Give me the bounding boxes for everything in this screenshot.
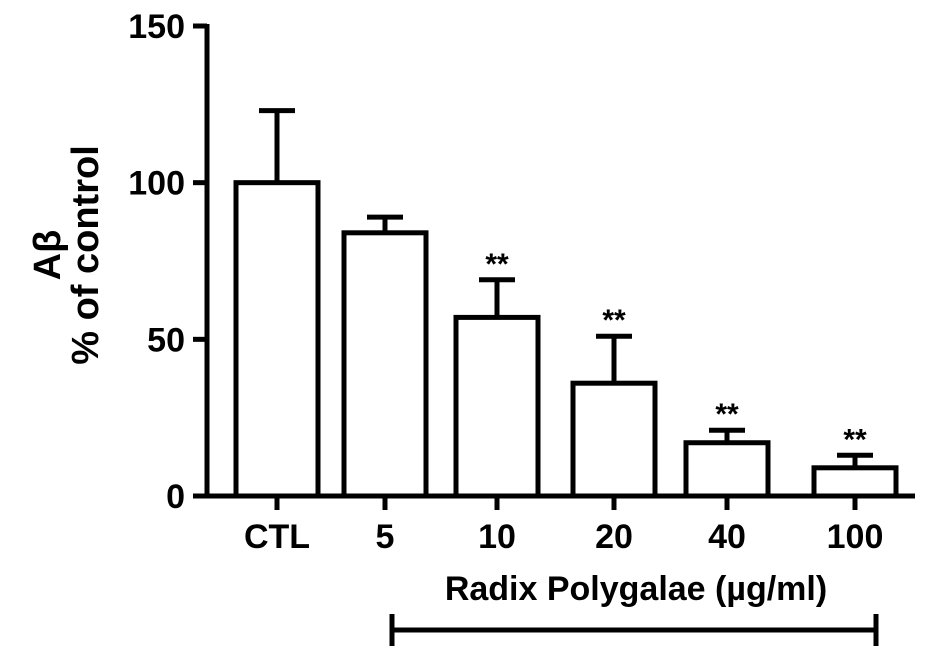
x-tick-label: CTL bbox=[244, 518, 310, 556]
y-tick-label: 100 bbox=[128, 165, 185, 203]
y-tick-label: 150 bbox=[128, 8, 185, 46]
x-axis-title: Radix Polygalae (µg/ml) bbox=[445, 570, 827, 608]
significance-markers: ** ** ** ** bbox=[485, 248, 867, 456]
bar-5 bbox=[341, 230, 429, 499]
y-tick-label: 50 bbox=[147, 321, 185, 359]
y-axis-title-line2: % of control bbox=[65, 145, 107, 365]
bar-CTL bbox=[233, 180, 321, 499]
bar-10 bbox=[453, 314, 541, 499]
bar-40 bbox=[683, 440, 771, 499]
x-tick-label: 20 bbox=[595, 518, 633, 556]
bar-20 bbox=[570, 380, 658, 499]
x-tick-labels: CTL 5 10 20 40 100 bbox=[244, 518, 883, 556]
significance-marker: ** bbox=[485, 248, 509, 281]
treatment-range-bracket bbox=[389, 614, 879, 646]
x-tick-label: 5 bbox=[376, 518, 395, 556]
y-tick-label: 0 bbox=[166, 478, 185, 516]
significance-marker: ** bbox=[715, 398, 739, 431]
bars bbox=[233, 180, 899, 499]
x-tick-label: 40 bbox=[708, 518, 746, 556]
significance-marker: ** bbox=[602, 304, 626, 337]
y-axis-title-line1: Aβ bbox=[27, 230, 69, 281]
bar-100 bbox=[811, 465, 899, 499]
error-bars bbox=[259, 108, 873, 468]
y-axis: 0 50 100 150 bbox=[128, 8, 210, 516]
x-tick-label: 100 bbox=[827, 518, 884, 556]
x-tick-label: 10 bbox=[478, 518, 516, 556]
significance-marker: ** bbox=[843, 423, 867, 456]
